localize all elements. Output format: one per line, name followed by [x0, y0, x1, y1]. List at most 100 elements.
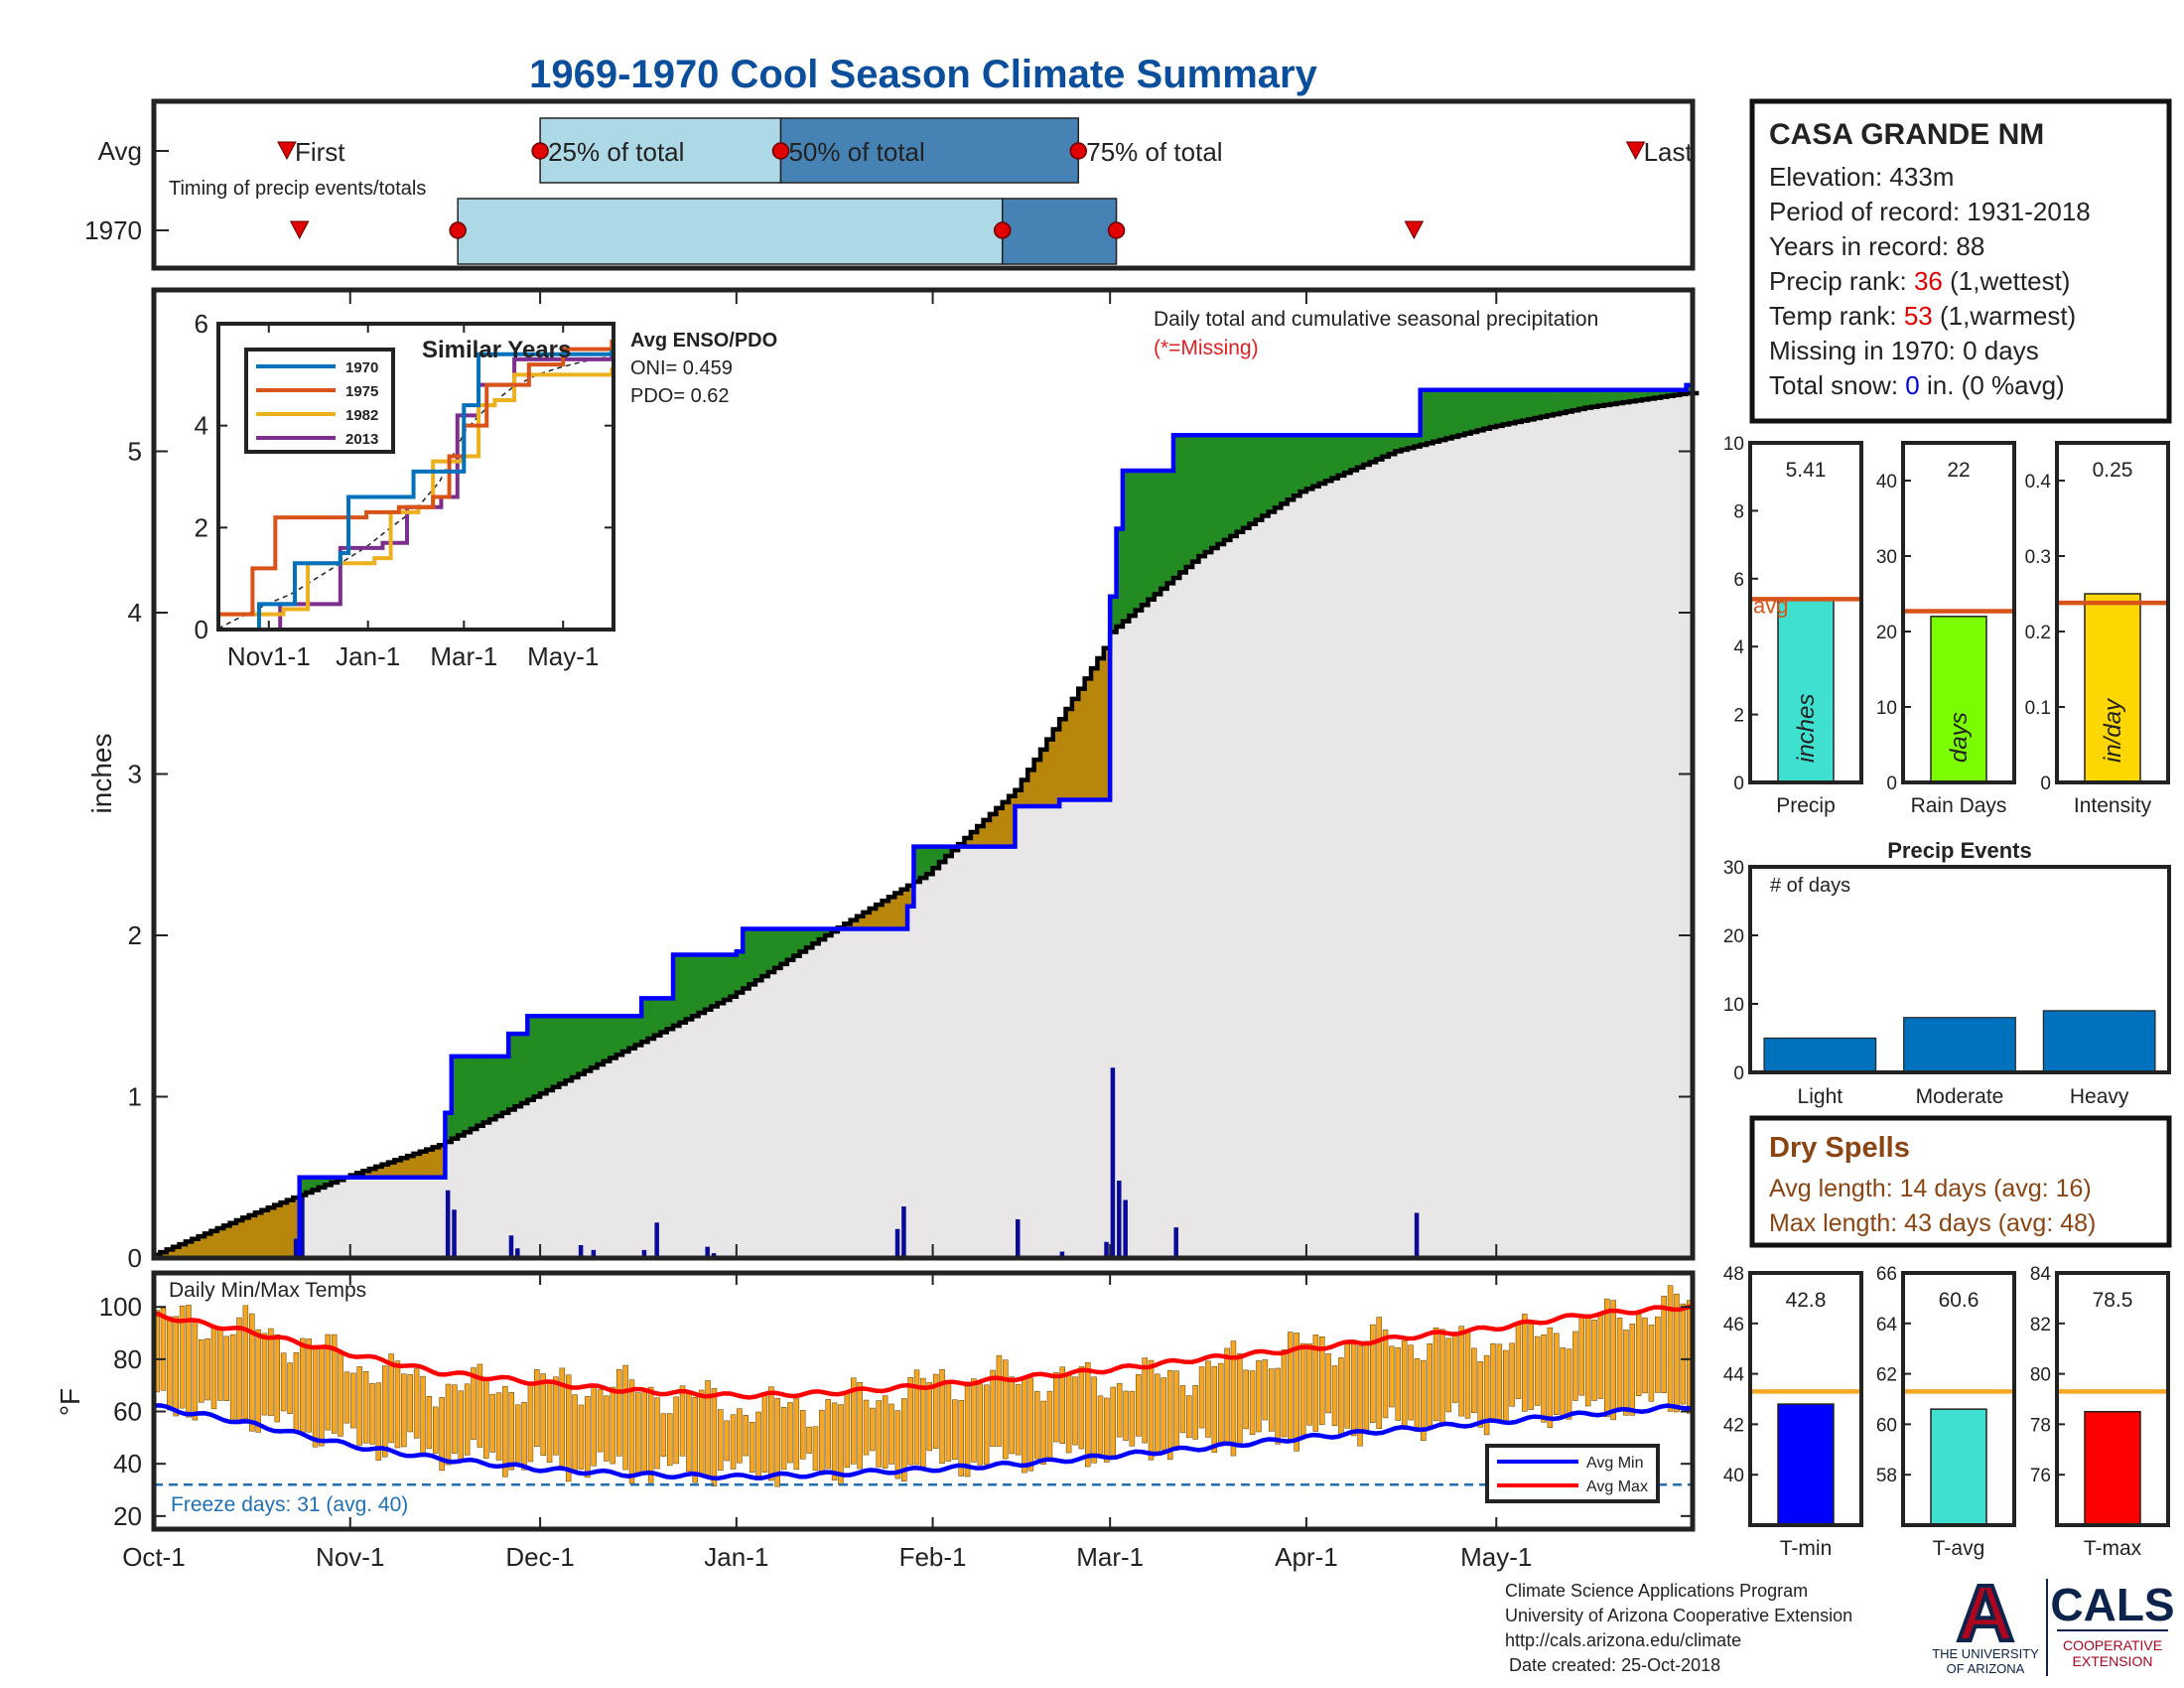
daily-temp-range-bar	[1483, 1354, 1490, 1436]
x-tick-label: Dec-1	[505, 1542, 574, 1572]
daily-temp-range-bar	[604, 1395, 610, 1462]
daily-temp-range-bar	[1186, 1395, 1192, 1439]
above-average-band	[749, 928, 756, 985]
above-average-band	[1502, 389, 1510, 425]
precip-rank-value: 36	[1914, 266, 1943, 296]
y1970-q2-bar	[457, 198, 1004, 265]
daily-precip-bar	[894, 1228, 900, 1258]
daily-temp-range-bar	[426, 1396, 433, 1450]
above-average-band	[1312, 435, 1320, 487]
stat-chart-intensity: 0.25 0 0.1 0.2 0.3 0.4 Intensity in/day	[2025, 441, 2170, 817]
daily-temp-range-bar	[1439, 1329, 1445, 1427]
stat-ytick-label: 84	[2030, 1264, 2052, 1285]
footer-line2: University of Arizona Cooperative Extens…	[1505, 1606, 1852, 1625]
above-average-band	[565, 1016, 573, 1081]
below-average-band	[1059, 719, 1067, 800]
cals-logo: CALS COOPERATIVE EXTENSION	[2050, 1579, 2174, 1669]
above-average-band	[1369, 435, 1377, 463]
stat-chart-t-avg: 60.6 58 60 62 64 66 T-avg	[1876, 1264, 2016, 1560]
above-average-band	[331, 1177, 339, 1183]
daily-temp-range-bar	[1033, 1390, 1040, 1460]
above-average-band	[628, 1016, 636, 1049]
y1970-p50-marker	[993, 221, 1012, 239]
inset-ytick-label: 0	[195, 615, 208, 644]
inset-xtick-label: May-1	[527, 641, 599, 671]
stat-ytick-label: 80	[2030, 1365, 2051, 1386]
daily-temp-range-bar	[199, 1338, 205, 1403]
daily-temp-range-bar	[1136, 1373, 1142, 1437]
above-average-band	[1223, 435, 1231, 540]
below-average-band	[179, 1244, 187, 1258]
above-average-band	[1268, 435, 1276, 512]
above-average-band	[451, 1055, 459, 1139]
above-average-band	[1305, 435, 1313, 490]
daily-temp-range-bar	[983, 1384, 990, 1466]
daily-temp-range-bar	[1306, 1343, 1312, 1426]
daily-temp-range-bar	[205, 1337, 210, 1401]
above-average-band	[458, 1055, 466, 1136]
cals-logo-line1: COOPERATIVE	[2063, 1637, 2162, 1653]
below-average-band	[173, 1246, 181, 1258]
daily-temp-range-bar	[1078, 1366, 1085, 1450]
above-average-band	[1325, 435, 1333, 482]
above-average-band	[1172, 435, 1180, 578]
daily-temp-range-bar	[458, 1390, 465, 1461]
daily-temp-range-bar	[844, 1391, 851, 1469]
below-average-band	[261, 1209, 269, 1258]
temp-rank-prefix: Temp rank:	[1769, 301, 1904, 331]
below-average-band	[432, 1147, 440, 1178]
avg-min-line	[153, 1403, 1694, 1481]
avg-q2-bar	[539, 117, 782, 184]
daily-temp-range-bar	[280, 1352, 287, 1412]
temp-ytick-label: 80	[113, 1344, 142, 1374]
events-ytick-label: 20	[1723, 926, 1744, 947]
daily-temp-range-bar	[825, 1399, 831, 1470]
avg-first-marker	[277, 141, 297, 161]
daily-temp-range-bar	[186, 1305, 192, 1418]
stat-unit-label: days	[1946, 712, 1973, 763]
daily-temp-range-bar	[546, 1381, 553, 1463]
above-average-band	[1287, 435, 1295, 500]
events-ytick-label: 10	[1723, 995, 1744, 1016]
above-average-band	[673, 954, 681, 1026]
inset-xtick-label: Mar-1	[430, 641, 497, 671]
daily-temp-range-bar	[971, 1378, 977, 1463]
daily-temp-range-bar	[932, 1373, 939, 1450]
above-average-band	[799, 928, 807, 952]
above-average-band	[1185, 435, 1193, 568]
above-average-band	[470, 1055, 478, 1129]
below-average-band	[1040, 749, 1047, 806]
above-average-band	[818, 928, 826, 940]
stat-category-label: T-min	[1780, 1537, 1833, 1560]
station-info-box: CASA GRANDE NM Elevation: 433m Period of…	[1749, 98, 2172, 424]
daily-temp-range-bar	[192, 1322, 199, 1421]
daily-temp-range-bar	[812, 1426, 819, 1471]
above-average-band	[1420, 389, 1428, 445]
daily-temp-range-bar	[926, 1382, 933, 1452]
daily-temp-range-bar	[737, 1408, 743, 1464]
above-average-band	[1610, 389, 1618, 404]
y1970-first-marker	[289, 220, 310, 240]
above-average-band	[1414, 435, 1422, 447]
daily-temp-range-bar	[338, 1352, 343, 1437]
daily-temp-range-bar	[647, 1386, 654, 1483]
daily-precip-bar	[1117, 1181, 1122, 1258]
daily-temp-range-bar	[806, 1426, 812, 1454]
above-average-band	[926, 846, 934, 875]
daily-temp-range-bar	[433, 1406, 439, 1454]
below-average-band	[1084, 678, 1092, 800]
daily-precip-bar	[901, 1206, 906, 1258]
inset-legend-label: 2013	[345, 431, 378, 448]
stat-frame	[1748, 441, 1863, 784]
stat-ytick-label: 10	[1723, 434, 1744, 455]
above-average-band	[913, 846, 921, 882]
daily-temp-range-bar	[1655, 1316, 1661, 1393]
above-average-band	[812, 928, 820, 944]
daily-temp-range-bar	[990, 1369, 996, 1447]
daily-temp-range-bar	[489, 1393, 495, 1453]
daily-temp-range-bar	[1414, 1358, 1421, 1432]
below-average-band	[1065, 709, 1073, 800]
above-average-band	[767, 928, 775, 973]
daily-temp-range-bar	[1173, 1370, 1179, 1451]
daily-temp-range-bar	[1230, 1340, 1237, 1457]
